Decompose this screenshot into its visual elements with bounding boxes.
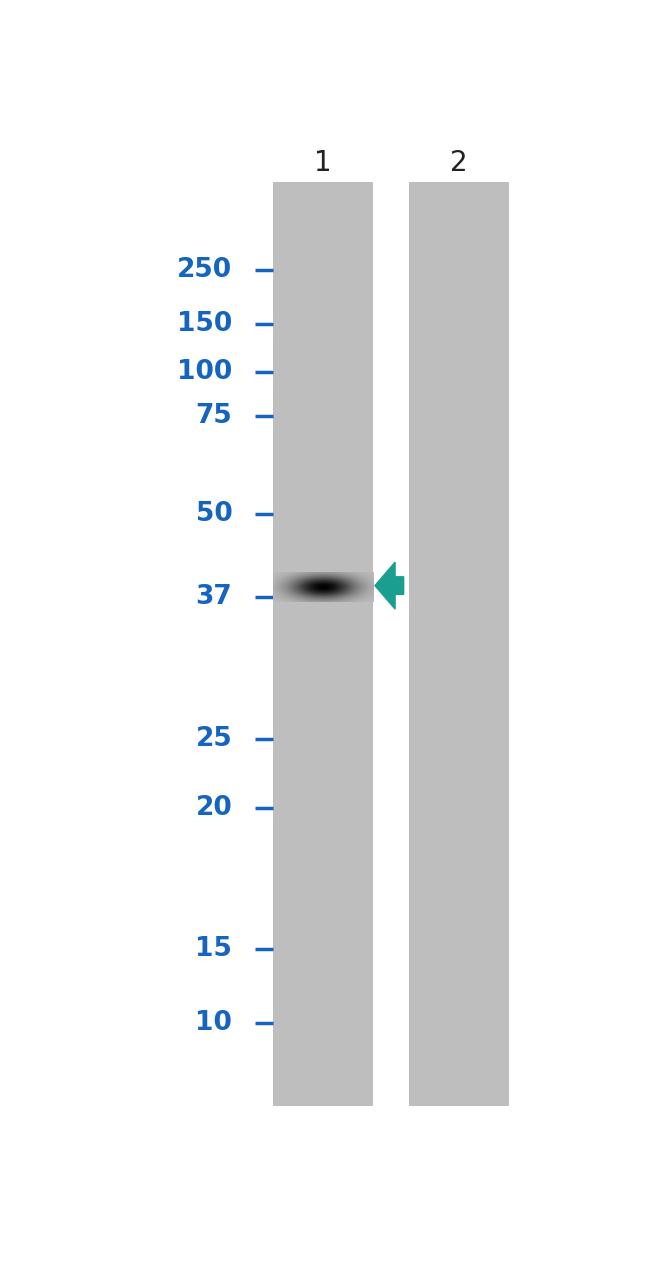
Text: 25: 25 bbox=[196, 726, 233, 752]
Text: 150: 150 bbox=[177, 311, 233, 337]
Text: 37: 37 bbox=[196, 584, 233, 611]
Text: 75: 75 bbox=[196, 404, 233, 429]
Text: 2: 2 bbox=[450, 149, 468, 177]
FancyArrow shape bbox=[375, 563, 404, 610]
Bar bbox=[273, 182, 374, 1106]
Text: 50: 50 bbox=[196, 502, 233, 527]
Text: 250: 250 bbox=[177, 257, 233, 283]
Bar bbox=[409, 182, 510, 1106]
Text: 10: 10 bbox=[196, 1010, 233, 1036]
Text: 20: 20 bbox=[196, 795, 233, 820]
Text: 100: 100 bbox=[177, 359, 233, 385]
Text: 15: 15 bbox=[196, 936, 233, 963]
Text: 1: 1 bbox=[314, 149, 332, 177]
